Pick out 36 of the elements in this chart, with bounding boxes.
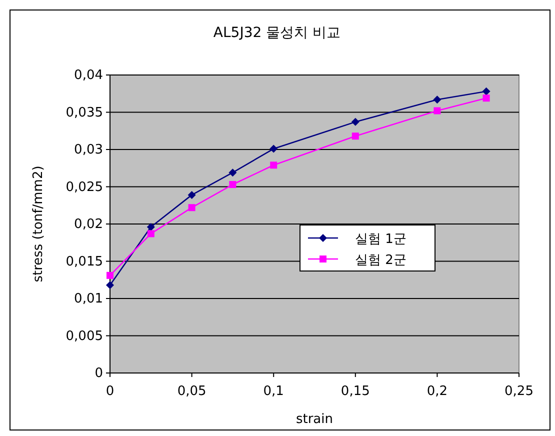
point — [434, 107, 441, 114]
y-tick-label: 0,02 — [74, 217, 103, 232]
x-tick-label: 0,1 — [263, 384, 284, 399]
point — [482, 87, 490, 96]
y-tick-label: 0,03 — [74, 142, 103, 158]
y-tick-label: 0,005 — [66, 328, 103, 344]
y-tick-label: 0,01 — [74, 292, 103, 306]
point — [270, 162, 278, 169]
x-tick-label: 0,25 — [504, 384, 534, 399]
x-tick-label: 0,2 — [426, 384, 448, 399]
x-tick-label: 0,05 — [177, 384, 206, 399]
x-tick-label: 0 — [106, 384, 114, 399]
chart-title: AL5J32 물성치 비교 — [213, 25, 341, 41]
point — [188, 204, 196, 212]
point — [188, 190, 196, 199]
point — [228, 168, 237, 177]
y-tick-label: 0,025 — [66, 180, 103, 195]
legend-label: 실험 2군 — [355, 253, 406, 268]
point — [351, 118, 360, 126]
point — [433, 96, 442, 104]
point — [146, 222, 155, 231]
point — [106, 281, 114, 290]
x-axis-title: strain — [296, 412, 334, 427]
y-axis-title: stress (tonf/mm2) — [31, 166, 46, 282]
point — [270, 144, 278, 153]
y-tick-label: 0 — [94, 366, 103, 381]
x-tick-label: 0,15 — [340, 384, 370, 399]
point — [352, 132, 359, 140]
y-tick-label: 0,04 — [74, 68, 103, 83]
point — [147, 230, 154, 238]
point — [106, 272, 114, 279]
y-tick-label: 0,015 — [66, 254, 103, 270]
y-tick-label: 0,035 — [66, 105, 103, 120]
legend-label: 실험 1군 — [355, 232, 406, 247]
point — [229, 181, 236, 188]
point — [482, 94, 490, 102]
